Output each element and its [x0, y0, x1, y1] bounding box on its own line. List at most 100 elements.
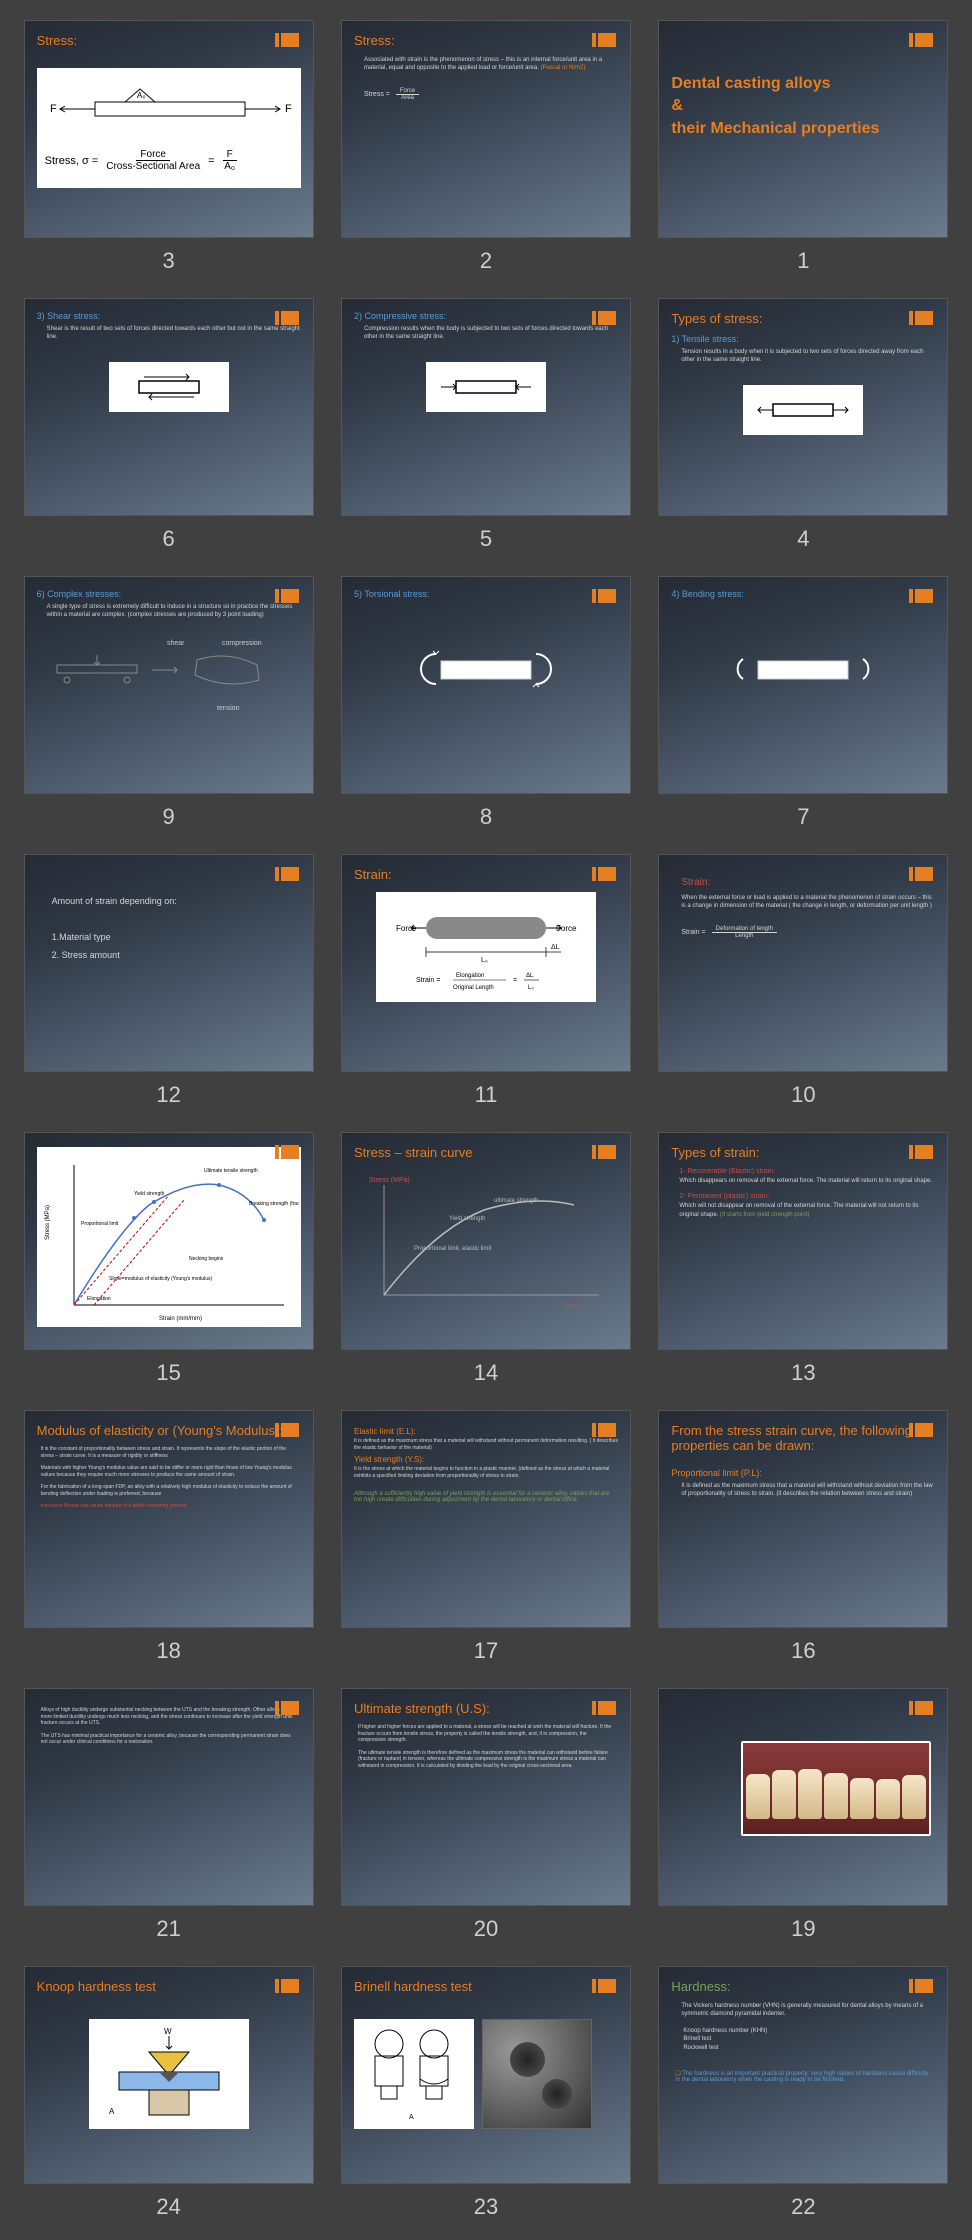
slide: 3) Shear stress:Shear is the result of t…	[24, 298, 314, 516]
svg-text:A: A	[409, 2114, 414, 2121]
svg-text:Stress (MPa): Stress (MPa)	[45, 1204, 51, 1239]
slide-subtitle: 2) Compressive stress:	[354, 311, 618, 321]
slide-subtitle: 4) Bending stress:	[671, 589, 935, 599]
slide-wrapper: 5) Torsional stress: 8	[337, 576, 634, 830]
body-text: Amount of strain depending on:1.Material…	[52, 892, 301, 964]
body-text: Compression results when the body is sub…	[364, 325, 618, 342]
slide: Stress: F A₀ F Stress, σ = ForceCross-Se…	[24, 20, 314, 238]
slide: Strain:When the external force or load i…	[658, 854, 948, 1072]
section-text: It is the stress at which the material b…	[354, 1466, 618, 1479]
slide-wrapper: Modulus of elasticity or (Young's Modulu…	[20, 1410, 317, 1664]
slide: Types of strain:1- Recoverable (Elastic)…	[658, 1132, 948, 1350]
slide-title: Modulus of elasticity or (Young's Modulu…	[37, 1423, 301, 1438]
slide-wrapper: Knoop hardness test W A 24	[20, 1966, 317, 2220]
slide-wrapper: Stress – strain curve Stress (MPa) ultim…	[337, 1132, 634, 1386]
svg-text:Necking begins: Necking begins	[189, 1256, 224, 1262]
slide-number: 9	[163, 804, 175, 830]
section-heading: Elastic limit (E.L):	[354, 1427, 618, 1436]
slide-title: Knoop hardness test	[37, 1979, 301, 1994]
svg-text:compression: compression	[222, 640, 262, 647]
slide-number: 24	[156, 2194, 180, 2220]
slide-number: 18	[156, 1638, 180, 1664]
section-heading: Proportional limit (P.L):	[671, 1468, 935, 1478]
svg-text:Yield strength: Yield strength	[134, 1191, 165, 1197]
diagram	[743, 385, 863, 435]
slide-number: 2	[480, 248, 492, 274]
slide-title: Ultimate strength (U.S):	[354, 1701, 618, 1716]
paragraph: If higher and higher forces are applied …	[358, 1724, 614, 1744]
slide-number: 5	[480, 526, 492, 552]
accent-icon	[281, 1145, 299, 1159]
slide-number: 13	[791, 1360, 815, 1386]
slide-number: 22	[791, 2194, 815, 2220]
slide-wrapper: Stress: F A₀ F Stress, σ = ForceCross-Se…	[20, 20, 317, 274]
body-text: Associated with strain is the phenomenon…	[364, 56, 618, 73]
slide-subtitle: Strain:	[681, 877, 935, 888]
accent-icon	[915, 867, 933, 881]
svg-text:=: =	[513, 977, 517, 984]
accent-icon	[598, 1423, 616, 1437]
slide-wrapper: 3) Shear stress:Shear is the result of t…	[20, 298, 317, 552]
body-text: Tension results in a body when it is sub…	[681, 348, 935, 365]
item-heading: 2- Permanent (plastic) strain:	[679, 1193, 935, 1200]
accent-icon	[915, 311, 933, 325]
slide-wrapper: Stress: Associated with strain is the phe…	[337, 20, 634, 274]
slide-number: 12	[156, 1082, 180, 1108]
accent-icon	[281, 867, 299, 881]
slide-number: 17	[474, 1638, 498, 1664]
slide: Stress – strain curve Stress (MPa) ultim…	[341, 1132, 631, 1350]
diagram: W A	[89, 2019, 249, 2129]
accent-icon	[915, 1701, 933, 1715]
svg-text:W: W	[164, 2027, 172, 2036]
svg-text:Yield strength: Yield strength	[449, 1216, 485, 1222]
formula: Strain =Deformation of lengthLength	[681, 926, 935, 939]
svg-text:Breaking strength (fracture): Breaking strength (fracture)	[249, 1201, 299, 1207]
svg-text:Elongation: Elongation	[87, 1296, 111, 1302]
slide-number: 11	[475, 1082, 498, 1108]
svg-text:F: F	[50, 103, 57, 115]
svg-text:Proportional limit, elastic li: Proportional limit, elastic limit	[414, 1246, 492, 1252]
formula-diagram: F A₀ F Stress, σ = ForceCross-Sectional …	[37, 68, 301, 188]
slide-wrapper: Elastic limit (E.L):It is defined as the…	[337, 1410, 634, 1664]
slide-title: Strain:	[354, 867, 618, 882]
slide-wrapper: Types of strain:1- Recoverable (Elastic)…	[655, 1132, 952, 1386]
paragraph: The ultimate tensile strength is therefo…	[358, 1750, 614, 1770]
item-text: Which will not disappear on removal of t…	[679, 1202, 935, 1219]
slide-wrapper: Amount of strain depending on:1.Material…	[20, 854, 317, 1108]
svg-text:Slope=modulus of elasticity (Y: Slope=modulus of elasticity (Young's mod…	[109, 1276, 213, 1282]
accent-icon	[281, 311, 299, 325]
slide-title: Hardness:	[671, 1979, 935, 1994]
accent-icon	[598, 1701, 616, 1715]
slide-title: Stress:	[354, 33, 618, 48]
accent-icon	[281, 1979, 299, 1993]
slide-number: 10	[791, 1082, 815, 1108]
svg-text:Proportional limit: Proportional limit	[81, 1221, 119, 1227]
slide-number: 21	[156, 1916, 180, 1942]
svg-text:L₀: L₀	[528, 985, 534, 991]
paragraph: It is the constant of proportionality be…	[41, 1446, 297, 1459]
diagram	[426, 362, 546, 412]
slide-subtitle: 6) Complex stresses:	[37, 589, 301, 599]
slide-number: 3	[163, 248, 175, 274]
slide: Modulus of elasticity or (Young's Modulu…	[24, 1410, 314, 1628]
body-text: The Vickers hardness number (VHN) is gen…	[681, 2002, 935, 2019]
slide-wrapper: Types of stress:1) Tensile stress:Tensio…	[655, 298, 952, 552]
slide-wrapper: Alloys of high ductility undergo substan…	[20, 1688, 317, 1942]
svg-text:Stress (MPa): Stress (MPa)	[369, 1177, 410, 1184]
diagram: Stress (MPa) ultimate strength Yield str…	[354, 1170, 618, 1315]
note-text: Although a sufficiently high value of yi…	[354, 1491, 618, 1503]
body-text: Shear is the result of two sets of force…	[47, 325, 301, 342]
accent-icon	[915, 1979, 933, 1993]
diagram	[741, 1741, 931, 1836]
paragraph: Materials with higher Young's modulus va…	[41, 1465, 297, 1478]
accent-icon	[281, 33, 299, 47]
svg-text:ΔL: ΔL	[551, 944, 560, 951]
slide-title: Types of strain:	[671, 1145, 935, 1160]
slide	[658, 1688, 948, 1906]
slide-title: Types of stress:	[671, 311, 935, 326]
slide: Ultimate strength (U.S): If higher and hi…	[341, 1688, 631, 1906]
slide-wrapper: From the stress strain curve, the follow…	[655, 1410, 952, 1664]
slide-number: 6	[163, 526, 175, 552]
svg-text:Strain =: Strain =	[416, 977, 440, 984]
slide-wrapper: 4) Bending stress: 7	[655, 576, 952, 830]
